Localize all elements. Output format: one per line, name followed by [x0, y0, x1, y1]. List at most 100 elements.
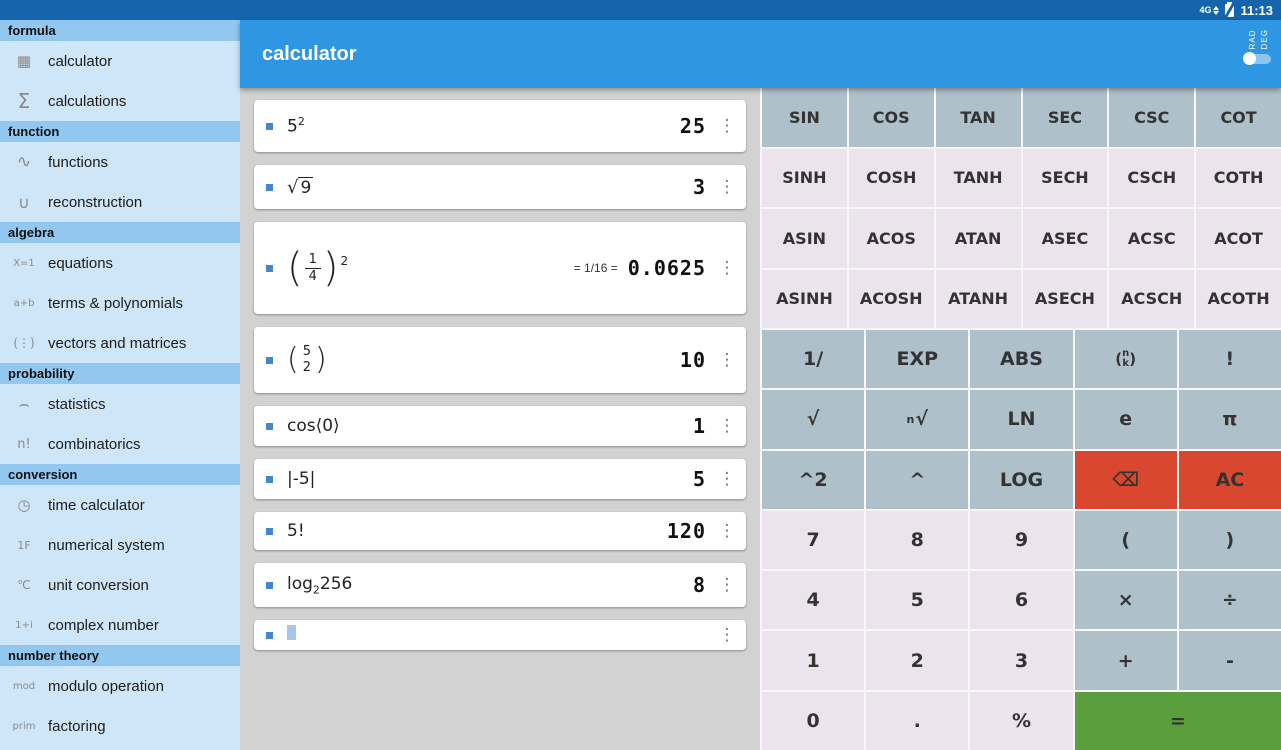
key-csch[interactable]: CSCH [1109, 148, 1195, 207]
key-sec[interactable]: SEC [1022, 88, 1108, 147]
key-divide[interactable]: ÷ [1178, 571, 1281, 630]
key-minus[interactable]: - [1178, 631, 1281, 690]
sidebar-item-equations[interactable]: X=1 equations [0, 243, 240, 283]
key-asech[interactable]: ASECH [1022, 269, 1108, 328]
key-pi[interactable]: π [1178, 390, 1281, 449]
sidebar-section-conversion: conversion [0, 464, 240, 485]
key-log[interactable]: LOG [970, 450, 1073, 509]
key-8[interactable]: 8 [866, 510, 969, 570]
key-ln[interactable]: LN [970, 390, 1073, 449]
rad-deg-toggle[interactable] [1243, 52, 1271, 66]
key-multiply[interactable]: × [1074, 571, 1177, 630]
key-sin[interactable]: SIN [762, 88, 847, 147]
key-3[interactable]: 3 [970, 631, 1073, 690]
bullet-icon [266, 581, 273, 589]
key-coth[interactable]: COTH [1196, 148, 1281, 207]
result: 1 [692, 414, 706, 438]
key-nth-root[interactable]: n √ [866, 390, 969, 449]
key-cot[interactable]: COT [1196, 88, 1281, 147]
history-card[interactable]: 5! 120 ⋮ [254, 512, 746, 550]
sidebar-item-vectors-matrices[interactable]: (⋮) vectors and matrices [0, 323, 240, 363]
sidebar-item-numerical-system[interactable]: 1F numerical system [0, 525, 240, 565]
menu-dots-icon[interactable]: ⋮ [718, 177, 736, 197]
key-7[interactable]: 7 [762, 510, 865, 570]
key-acsch[interactable]: ACSCH [1109, 269, 1195, 328]
key-factorial[interactable]: ! [1178, 330, 1281, 389]
key-sech[interactable]: SECH [1022, 148, 1108, 207]
key-sinh[interactable]: SINH [762, 148, 847, 207]
key-lparen[interactable]: ( [1074, 510, 1177, 570]
key-percent[interactable]: % [970, 691, 1073, 750]
sidebar-item-complex-number[interactable]: 1+i complex number [0, 605, 240, 645]
menu-dots-icon[interactable]: ⋮ [718, 469, 736, 489]
key-tan[interactable]: TAN [935, 88, 1021, 147]
key-asin[interactable]: ASIN [762, 209, 847, 268]
sidebar-item-factoring[interactable]: prim factoring [0, 706, 240, 746]
key-ac[interactable]: AC [1178, 450, 1281, 509]
sidebar-item-combinatorics[interactable]: n! combinatorics [0, 424, 240, 464]
menu-dots-icon[interactable]: ⋮ [718, 416, 736, 436]
key-csc[interactable]: CSC [1109, 88, 1195, 147]
key-acos[interactable]: ACOS [848, 209, 934, 268]
history-card[interactable]: cos⟨0⟩ 1 ⋮ [254, 406, 746, 446]
key-6[interactable]: 6 [970, 571, 1073, 630]
sidebar-item-modulo-operation[interactable]: mod modulo operation [0, 666, 240, 706]
sidebar-item-terms-polynomials[interactable]: a+b terms & polynomials [0, 283, 240, 323]
key-abs[interactable]: ABS [970, 330, 1073, 389]
key-cosh[interactable]: COSH [848, 148, 934, 207]
key-tanh[interactable]: TANH [935, 148, 1021, 207]
key-9[interactable]: 9 [970, 510, 1073, 570]
key-4[interactable]: 4 [762, 571, 865, 630]
key-5[interactable]: 5 [866, 571, 969, 630]
key-asec[interactable]: ASEC [1022, 209, 1108, 268]
bullet-icon [266, 527, 273, 535]
complex-icon: 1+i [15, 619, 33, 631]
history-card[interactable]: √ 9 3 ⋮ [254, 165, 746, 209]
key-acot[interactable]: ACOT [1196, 209, 1281, 268]
expression-input[interactable] [287, 625, 716, 645]
history-card[interactable]: 52 25 ⋮ [254, 100, 746, 152]
key-acoth[interactable]: ACOTH [1196, 269, 1281, 328]
bullet-icon [266, 356, 273, 364]
key-atan[interactable]: ATAN [935, 209, 1021, 268]
key-exp[interactable]: EXP [866, 330, 969, 389]
sine-wave-icon: ∿ [16, 152, 32, 172]
menu-dots-icon[interactable]: ⋮ [718, 116, 736, 136]
menu-dots-icon[interactable]: ⋮ [718, 625, 736, 645]
sidebar-item-time-calculator[interactable]: ◷ time calculator [0, 485, 240, 525]
key-square[interactable]: ^2 [762, 450, 865, 509]
key-power[interactable]: ^ [866, 450, 969, 509]
history-card[interactable]: |-5| 5 ⋮ [254, 459, 746, 499]
sidebar-item-reconstruction[interactable]: ∪ reconstruction [0, 182, 240, 222]
menu-dots-icon[interactable]: ⋮ [718, 350, 736, 370]
menu-dots-icon[interactable]: ⋮ [718, 575, 736, 595]
key-rparen[interactable]: ) [1178, 510, 1281, 570]
key-e[interactable]: e [1074, 390, 1177, 449]
key-atanh[interactable]: ATANH [935, 269, 1021, 328]
sidebar-item-calculator[interactable]: ▦ calculator [0, 41, 240, 81]
key-equals[interactable]: = [1074, 691, 1281, 750]
key-acosh[interactable]: ACOSH [848, 269, 934, 328]
sidebar-item-functions[interactable]: ∿ functions [0, 142, 240, 182]
sidebar-item-unit-conversion[interactable]: ℃ unit conversion [0, 565, 240, 605]
key-acsc[interactable]: ACSC [1109, 209, 1195, 268]
key-2[interactable]: 2 [866, 631, 969, 690]
key-dot[interactable]: . [866, 691, 969, 750]
key-sqrt[interactable]: √ [762, 390, 865, 449]
key-plus[interactable]: + [1074, 631, 1177, 690]
key-backspace[interactable]: ⌫ [1074, 450, 1177, 509]
sidebar-item-calculations[interactable]: Σ calculations [0, 81, 240, 121]
key-1[interactable]: 1 [762, 631, 865, 690]
key-0[interactable]: 0 [762, 691, 865, 750]
sidebar-item-statistics[interactable]: ⌢ statistics [0, 384, 240, 424]
key-reciprocal[interactable]: 1/ [762, 330, 865, 389]
input-card[interactable]: ⋮ [254, 620, 746, 650]
key-asinh[interactable]: ASINH [762, 269, 847, 328]
key-cos[interactable]: COS [848, 88, 934, 147]
history-card[interactable]: log2256 8 ⋮ [254, 563, 746, 607]
menu-dots-icon[interactable]: ⋮ [718, 258, 736, 278]
menu-dots-icon[interactable]: ⋮ [718, 521, 736, 541]
